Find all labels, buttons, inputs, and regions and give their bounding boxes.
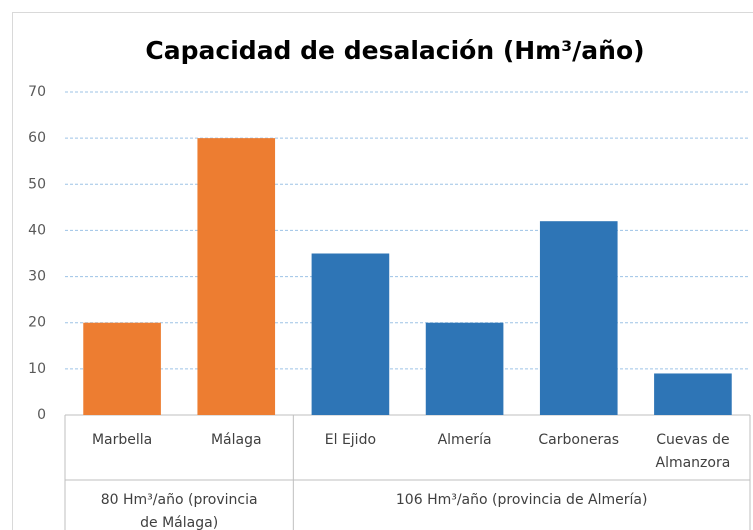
y-tick-label: 40 [28, 222, 46, 238]
y-tick-label: 10 [28, 361, 46, 377]
y-tick-label: 50 [28, 176, 46, 192]
y-tick-label: 60 [28, 130, 46, 146]
bar [539, 221, 618, 415]
x-tick-label: Carboneras [538, 432, 620, 448]
y-tick-label: 30 [28, 269, 46, 285]
x-tick-label: El Ejido [324, 432, 377, 448]
bar [197, 138, 276, 415]
y-tick-label: 0 [37, 407, 46, 423]
chart-border [12, 12, 753, 530]
y-tick-label: 70 [28, 84, 46, 100]
x-tick-label: Marbella [91, 432, 153, 448]
bar [425, 322, 504, 415]
group-label: 106 Hm³/año (provincia de Almería) [395, 492, 648, 508]
chart-title: Capacidad de desalación (Hm³/año) [145, 36, 644, 65]
x-tick-label: Cuevas de Almanzora [655, 432, 731, 471]
x-tick-label: Málaga [210, 432, 262, 448]
bar [311, 253, 390, 415]
y-tick-label: 20 [28, 315, 46, 331]
bar [654, 373, 732, 415]
group-label: 80 Hm³/año (provincia de Málaga) [100, 492, 258, 530]
bar [83, 322, 161, 415]
x-tick-label: Almería [437, 432, 492, 448]
